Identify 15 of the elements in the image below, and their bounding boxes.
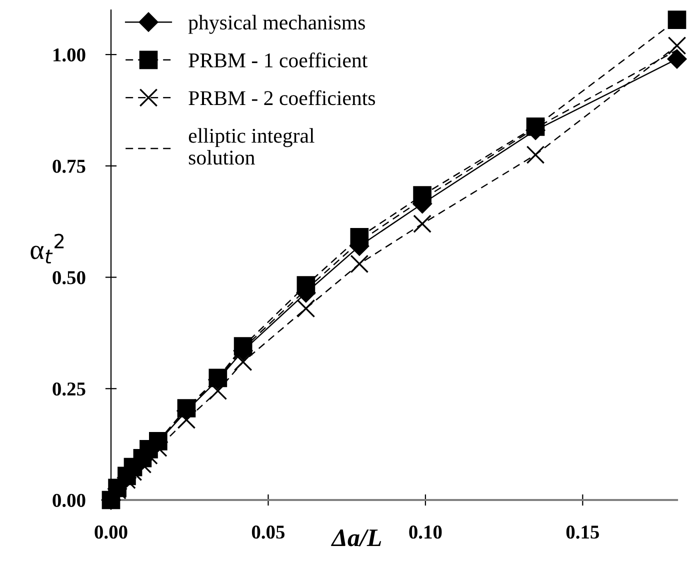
legend-label: physical mechanisms (188, 14, 365, 34)
legend-label: elliptic integral solution (188, 128, 314, 165)
legend-label: PRBM - 2 coefficients (188, 90, 376, 106)
y-tick-label: 0.75 (52, 160, 86, 173)
y-axis-title: α$_{t}$$^{2}$ (30, 234, 64, 264)
x-tick-label: 0.15 (566, 526, 599, 539)
x-tick-label: 0.10 (409, 526, 442, 539)
y-tick-label: 0.25 (52, 382, 86, 396)
y-tick-label: 0.00 (52, 494, 86, 508)
x-axis-title: Δa/L (330, 530, 382, 546)
y-tick-label: 1.00 (54, 48, 86, 62)
y-tick-label: 0.50 (52, 271, 86, 284)
x-tick-label: 0.00 (94, 526, 128, 539)
legend-label: PRBM - 1 coefficient (188, 52, 368, 68)
x-tick-label: 0.05 (252, 526, 285, 539)
